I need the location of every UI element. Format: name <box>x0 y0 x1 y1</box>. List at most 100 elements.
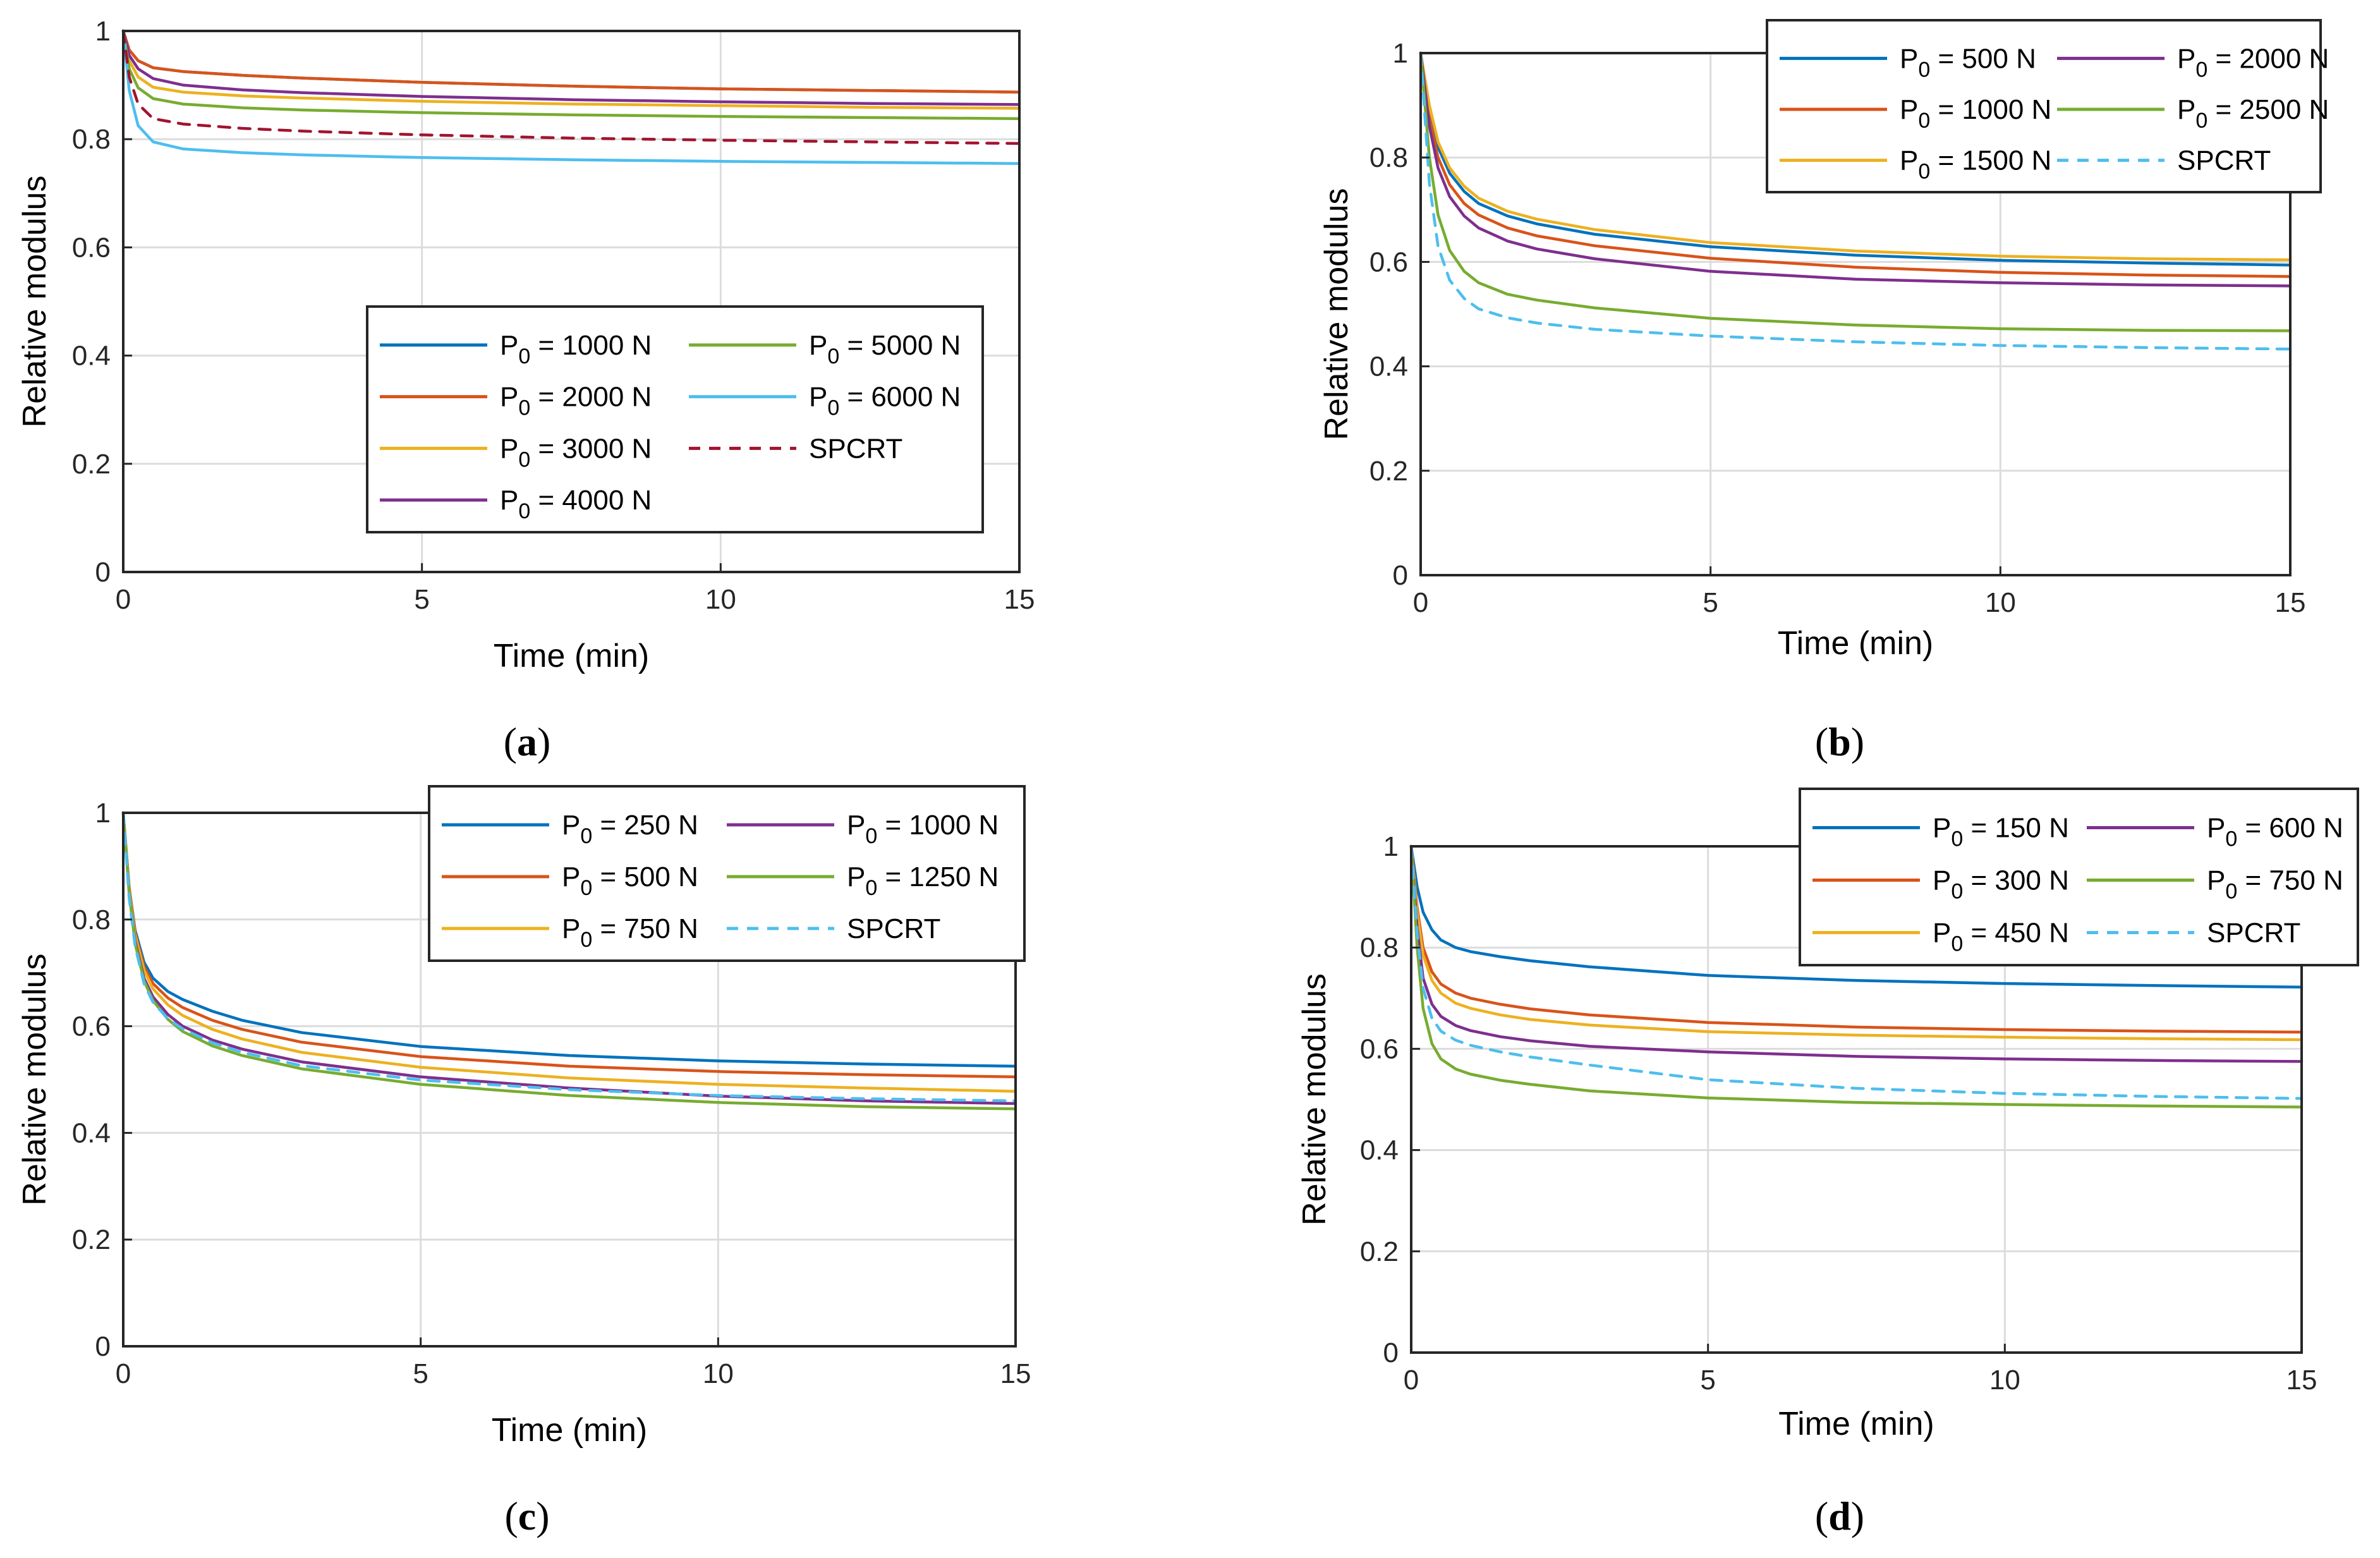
x-tick-label: 10 <box>703 1358 734 1389</box>
legend-symbol: P <box>500 433 518 464</box>
legend-subscript: 0 <box>518 396 530 420</box>
x-tick-label: 0 <box>116 584 131 615</box>
legend-box <box>428 785 1026 962</box>
legend-symbol: P <box>1900 43 1918 74</box>
legend-label-1: P0 = 2000 N <box>500 382 652 420</box>
legend-label-4: P0 = 5000 N <box>809 330 961 368</box>
caption-open: ( <box>1815 719 1828 764</box>
legend-text: = 1000 N <box>530 330 652 361</box>
legend-symbol: P <box>2177 94 2195 125</box>
legend-label-2: P0 = 450 N <box>1933 918 2069 956</box>
legend-label-5: SPCRT <box>2177 145 2271 176</box>
legend-subscript: 0 <box>865 876 877 900</box>
y-axis-label: Relative modulus <box>1296 973 1333 1226</box>
legend-subscript: 0 <box>865 824 877 848</box>
legend-symbol: P <box>1933 918 1951 949</box>
x-axis-label: Time (min) <box>1778 1406 1934 1442</box>
legend-text: = 2000 N <box>530 382 652 413</box>
legend-subscript: 0 <box>827 396 839 420</box>
legend-box <box>1766 19 2322 193</box>
legend-text: = 500 N <box>592 861 698 892</box>
caption-letter: a <box>517 719 537 764</box>
chart-panel-d: 0 5 10 15 0 0.2 0.4 0.6 0.8 1 Time (min) Relative m… <box>1296 788 2359 1538</box>
series-line-3 <box>1419 51 2292 288</box>
y-axis-label: Relative modulus <box>16 954 53 1206</box>
legend-subscript: 0 <box>580 928 592 952</box>
series-line-0 <box>1419 51 2292 267</box>
axes-box <box>122 30 1021 573</box>
legend-symbol: P <box>500 485 518 516</box>
series-line-2 <box>1409 844 2304 1042</box>
series-line-0 <box>1409 844 2304 989</box>
caption-letter: d <box>1828 1494 1851 1538</box>
legend-subscript: 0 <box>1951 827 1963 851</box>
series-line-1 <box>1419 51 2292 278</box>
y-tick-label: 0.6 <box>1369 246 1408 277</box>
series-line-2 <box>121 29 1021 110</box>
y-tick-label: 0.4 <box>1360 1135 1399 1166</box>
panel-caption: (b) <box>1815 719 1864 764</box>
legend-label-4: P0 = 2500 N <box>2177 94 2329 133</box>
series-line-4 <box>1419 51 2292 332</box>
x-tick-label: 10 <box>1985 587 2016 618</box>
legend-label-0: P0 = 1000 N <box>500 330 652 368</box>
legend-symbol: P <box>1900 145 1918 176</box>
x-tick-label: 5 <box>413 1358 428 1389</box>
legend-symbol: P <box>1900 94 1918 125</box>
legend-text: = 3000 N <box>530 433 652 464</box>
legend: P0 = 250 NP0 = 500 NP0 = 750 NP0 = 1000 … <box>428 785 1026 962</box>
legend-symbol: P <box>2177 43 2195 74</box>
legend-text: = 1500 N <box>1930 145 2051 176</box>
x-tick-label: 10 <box>1989 1365 2020 1396</box>
legend-symbol: P <box>2207 865 2225 896</box>
legend-label-2: P0 = 750 N <box>562 913 698 952</box>
legend-label-0: P0 = 150 N <box>1933 813 2069 851</box>
y-tick-label: 0.6 <box>72 232 111 263</box>
legend-text: = 2000 N <box>2207 43 2329 74</box>
legend-text: = 6000 N <box>839 382 961 413</box>
legend-label-6: SPCRT <box>809 433 902 464</box>
panel-caption: (c) <box>504 1494 549 1538</box>
legend-subscript: 0 <box>518 447 530 472</box>
y-tick-label: 0 <box>95 557 111 588</box>
x-tick-label: 15 <box>2275 587 2306 618</box>
series-line-5 <box>1409 844 2304 1100</box>
y-tick-label: 1 <box>1383 831 1399 862</box>
y-tick-label: 0.4 <box>72 341 111 372</box>
series-line-4 <box>1409 844 2304 1109</box>
legend-subscript: 0 <box>518 499 530 523</box>
series-line-6 <box>121 29 1021 145</box>
legend: P0 = 500 NP0 = 1000 NP0 = 1500 NP0 = 200… <box>1766 19 2329 193</box>
legend-subscript: 0 <box>1918 58 1930 82</box>
legend-symbol: P <box>500 382 518 413</box>
x-tick-label: 0 <box>116 1358 131 1389</box>
legend-text: = 150 N <box>1963 813 2069 844</box>
legend-text: = 5000 N <box>839 330 961 361</box>
legend-subscript: 0 <box>1918 109 1930 133</box>
series-line-1 <box>1409 844 2304 1034</box>
x-axis-label: Time (min) <box>1778 625 1934 662</box>
y-tick-label: 1 <box>1393 38 1408 69</box>
y-tick-label: 0.8 <box>72 124 111 155</box>
legend-subscript: 0 <box>1951 880 1963 904</box>
legend-label-2: P0 = 1500 N <box>1900 145 2051 184</box>
legend: P0 = 1000 NP0 = 2000 NP0 = 3000 NP0 = 40… <box>366 305 984 533</box>
legend-text: = 1000 N <box>877 810 999 841</box>
x-tick-label: 5 <box>1700 1365 1715 1396</box>
x-tick-label: 0 <box>1404 1365 1419 1396</box>
x-tick-label: 0 <box>1413 587 1428 618</box>
legend-symbol: P <box>847 861 865 892</box>
legend-label-3: P0 = 1000 N <box>847 810 999 848</box>
series-line-2 <box>1419 51 2292 262</box>
legend-label-0: P0 = 500 N <box>1900 43 2036 82</box>
x-tick-label: 15 <box>1004 584 1035 615</box>
x-tick-label: 15 <box>1000 1358 1031 1389</box>
y-tick-label: 0 <box>1383 1337 1399 1368</box>
y-axis-label: Relative modulus <box>16 176 53 428</box>
legend-text: = 1250 N <box>877 861 999 892</box>
x-axis-label: Time (min) <box>494 638 650 674</box>
series-line-3 <box>121 29 1021 106</box>
legend-subscript: 0 <box>827 344 839 368</box>
caption-close: ) <box>536 1494 549 1538</box>
legend-symbol: P <box>562 861 580 892</box>
